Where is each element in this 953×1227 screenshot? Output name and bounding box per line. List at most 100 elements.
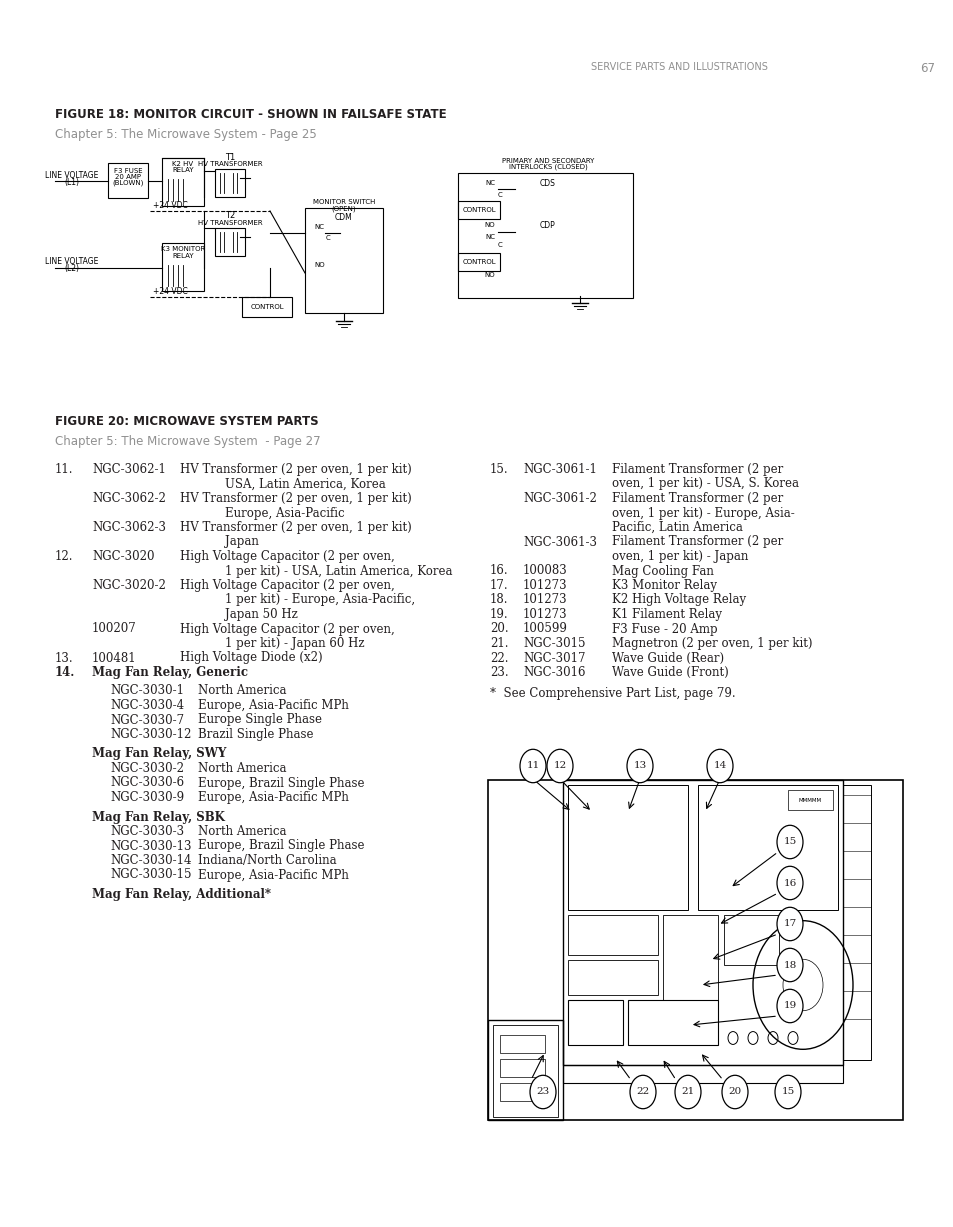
Text: SERVICE PARTS AND ILLUSTRATIONS: SERVICE PARTS AND ILLUSTRATIONS	[591, 63, 767, 72]
Text: High Voltage Diode (x2): High Voltage Diode (x2)	[180, 652, 322, 665]
Circle shape	[706, 750, 732, 783]
Text: (OPEN): (OPEN)	[332, 206, 355, 212]
Text: Brazil Single Phase: Brazil Single Phase	[198, 728, 314, 741]
Text: K2 High Voltage Relay: K2 High Voltage Relay	[612, 594, 745, 606]
Text: 15: 15	[782, 838, 796, 847]
Text: CDP: CDP	[539, 221, 556, 229]
Text: NGC-3030-1: NGC-3030-1	[110, 685, 184, 697]
Text: Europe, Asia-Pacific MPh: Europe, Asia-Pacific MPh	[198, 869, 349, 881]
Text: NGC-3062-1: NGC-3062-1	[91, 463, 166, 476]
Text: NGC-3020-2: NGC-3020-2	[91, 579, 166, 591]
Text: 101273: 101273	[522, 609, 567, 621]
Bar	[108, 163, 148, 198]
Text: NGC-3015: NGC-3015	[522, 637, 585, 650]
Text: (L1): (L1)	[65, 178, 79, 187]
Bar	[562, 1065, 842, 1083]
Text: 12.: 12.	[55, 550, 73, 563]
Text: NGC-3020: NGC-3020	[91, 550, 154, 563]
Text: NGC-3061-2: NGC-3061-2	[522, 492, 597, 506]
Text: C: C	[497, 242, 502, 248]
Bar	[562, 780, 842, 1065]
Text: CONTROL: CONTROL	[250, 304, 283, 310]
Text: NGC-3016: NGC-3016	[522, 666, 585, 679]
Text: North America: North America	[198, 685, 286, 697]
Text: 17.: 17.	[490, 579, 508, 591]
Text: 14: 14	[713, 762, 726, 771]
Text: NGC-3030-4: NGC-3030-4	[110, 699, 184, 712]
Text: 1 per kit) - USA, Latin America, Korea: 1 per kit) - USA, Latin America, Korea	[225, 564, 452, 578]
Text: 100599: 100599	[522, 622, 567, 636]
Text: Europe, Asia-Pacific MPh: Europe, Asia-Pacific MPh	[198, 699, 349, 712]
Bar	[488, 780, 902, 1120]
Text: Filament Transformer (2 per: Filament Transformer (2 per	[612, 535, 782, 548]
Text: Magnetron (2 per oven, 1 per kit): Magnetron (2 per oven, 1 per kit)	[612, 637, 812, 650]
Circle shape	[774, 1075, 801, 1109]
Text: NGC-3030-15: NGC-3030-15	[110, 869, 192, 881]
Bar	[662, 915, 718, 1000]
Bar	[567, 1000, 622, 1045]
Text: North America: North America	[198, 762, 286, 775]
Text: 100083: 100083	[522, 564, 567, 578]
Bar	[567, 785, 687, 910]
Text: 11.: 11.	[55, 463, 73, 476]
Text: Mag Fan Relay, Additional*: Mag Fan Relay, Additional*	[91, 888, 271, 901]
Text: NGC-3030-3: NGC-3030-3	[110, 825, 184, 838]
Circle shape	[776, 989, 802, 1023]
Text: NGC-3062-2: NGC-3062-2	[91, 492, 166, 506]
Text: oven, 1 per kit) - USA, S. Korea: oven, 1 per kit) - USA, S. Korea	[612, 477, 799, 491]
Text: Filament Transformer (2 per: Filament Transformer (2 per	[612, 463, 782, 476]
Bar	[214, 169, 245, 198]
Circle shape	[721, 1075, 747, 1109]
Text: 20: 20	[727, 1087, 740, 1097]
Text: 20 AMP: 20 AMP	[115, 174, 141, 180]
Text: Europe, Asia-Pacific: Europe, Asia-Pacific	[225, 507, 344, 519]
Text: NO: NO	[314, 263, 324, 267]
Text: Indiana/North Carolina: Indiana/North Carolina	[198, 854, 336, 867]
Text: NC: NC	[484, 180, 495, 187]
Text: Mag Cooling Fan: Mag Cooling Fan	[612, 564, 713, 578]
Text: (BLOWN): (BLOWN)	[112, 179, 144, 187]
Text: 16: 16	[782, 879, 796, 887]
Text: USA, Latin America, Korea: USA, Latin America, Korea	[225, 477, 385, 491]
Text: FIGURE 18: MONITOR CIRCUIT - SHOWN IN FAILSAFE STATE: FIGURE 18: MONITOR CIRCUIT - SHOWN IN FA…	[55, 108, 446, 121]
Text: K3 MONITOR: K3 MONITOR	[161, 245, 205, 252]
Text: NGC-3030-7: NGC-3030-7	[110, 713, 184, 726]
Text: 14.: 14.	[55, 666, 75, 679]
Bar	[305, 209, 382, 313]
Text: MMMMM: MMMMM	[798, 798, 821, 802]
Bar	[698, 785, 837, 910]
Text: PRIMARY AND SECONDARY: PRIMARY AND SECONDARY	[501, 158, 594, 164]
Bar	[214, 228, 245, 256]
Text: NGC-3030-2: NGC-3030-2	[110, 762, 184, 775]
Bar	[627, 1000, 718, 1045]
Text: 100207: 100207	[91, 622, 136, 636]
Text: 23.: 23.	[490, 666, 508, 679]
Bar	[457, 253, 499, 271]
Text: 101273: 101273	[522, 579, 567, 591]
Text: Europe, Asia-Pacific MPh: Europe, Asia-Pacific MPh	[198, 791, 349, 804]
Text: CDS: CDS	[539, 178, 556, 188]
Circle shape	[776, 907, 802, 941]
Text: 13: 13	[633, 762, 646, 771]
Circle shape	[776, 948, 802, 982]
Bar	[499, 1036, 544, 1053]
Text: NO: NO	[484, 222, 495, 228]
Text: NGC-3017: NGC-3017	[522, 652, 585, 665]
Text: K3 Monitor Relay: K3 Monitor Relay	[612, 579, 717, 591]
Text: Europe Single Phase: Europe Single Phase	[198, 713, 322, 726]
Text: LINE VOLTAGE: LINE VOLTAGE	[45, 256, 98, 265]
Bar	[567, 960, 658, 995]
Bar	[499, 1059, 544, 1077]
Text: MONITOR SWITCH: MONITOR SWITCH	[313, 199, 375, 205]
Text: NGC-3030-6: NGC-3030-6	[110, 777, 184, 789]
Text: Japan: Japan	[225, 535, 258, 548]
Text: FIGURE 20: MICROWAVE SYSTEM PARTS: FIGURE 20: MICROWAVE SYSTEM PARTS	[55, 415, 318, 428]
Text: Wave Guide (Rear): Wave Guide (Rear)	[612, 652, 723, 665]
Text: HV TRANSFORMER: HV TRANSFORMER	[197, 220, 262, 226]
Text: K2 HV: K2 HV	[172, 161, 193, 167]
Bar	[162, 158, 204, 206]
Text: 19.: 19.	[490, 609, 508, 621]
Text: HV Transformer (2 per oven, 1 per kit): HV Transformer (2 per oven, 1 per kit)	[180, 521, 412, 534]
Text: 22.: 22.	[490, 652, 508, 665]
Text: 1 per kit) - Japan 60 Hz: 1 per kit) - Japan 60 Hz	[225, 637, 364, 650]
